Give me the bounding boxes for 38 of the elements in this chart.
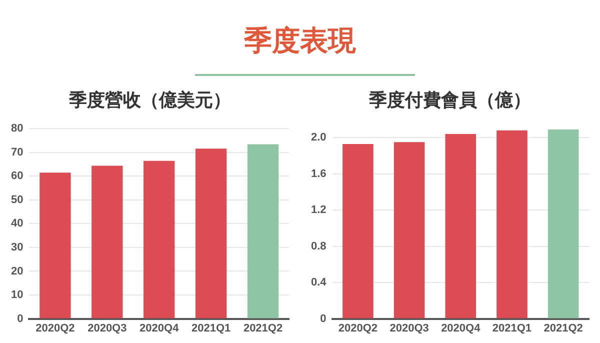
- y-tick-label: 50: [10, 194, 24, 206]
- bar: [92, 166, 123, 318]
- y-tick-label: 10: [10, 289, 24, 302]
- y-tick-label: 0: [320, 312, 326, 325]
- x-tick-label: 2020Q3: [390, 322, 429, 334]
- x-tick-label: 2021Q2: [243, 322, 283, 334]
- y-tick-label: 2.0: [310, 132, 326, 144]
- y-tick-label: 80: [10, 122, 24, 135]
- x-tick-label: 2020Q2: [36, 322, 75, 334]
- y-tick-label: 0.4: [310, 276, 328, 289]
- bar: [445, 134, 476, 318]
- x-tick-label: 2021Q1: [492, 322, 532, 334]
- x-tick-label: 2021Q2: [544, 322, 583, 334]
- chart-title: 季度付費會員（億）: [368, 89, 532, 112]
- bar: [247, 144, 279, 318]
- bar: [394, 142, 425, 318]
- y-tick-label: 0: [17, 312, 24, 325]
- y-tick-label: 1.2: [310, 204, 326, 216]
- chart-title: 季度營收（億美元）: [68, 89, 232, 112]
- y-tick-label: 70: [10, 146, 24, 158]
- bar: [496, 130, 528, 318]
- y-tick-label: 30: [10, 242, 24, 254]
- bar: [195, 148, 227, 318]
- y-tick-label: 60: [10, 170, 24, 182]
- x-tick-label: 2020Q4: [441, 322, 482, 334]
- bar: [40, 172, 71, 318]
- bar: [144, 160, 175, 318]
- y-tick-label: 40: [10, 218, 24, 230]
- bar: [548, 130, 579, 318]
- x-tick-label: 2020Q4: [140, 322, 180, 334]
- y-tick-label: 0.8: [310, 240, 326, 252]
- x-tick-label: 2020Q3: [88, 322, 127, 334]
- bar: [342, 144, 374, 318]
- y-tick-label: 20: [10, 265, 24, 278]
- text: 季度表現: [242, 23, 357, 59]
- x-tick-label: 2021Q1: [191, 322, 231, 334]
- y-tick-label: 1.6: [310, 168, 326, 180]
- x-tick-label: 2020Q2: [338, 322, 378, 334]
